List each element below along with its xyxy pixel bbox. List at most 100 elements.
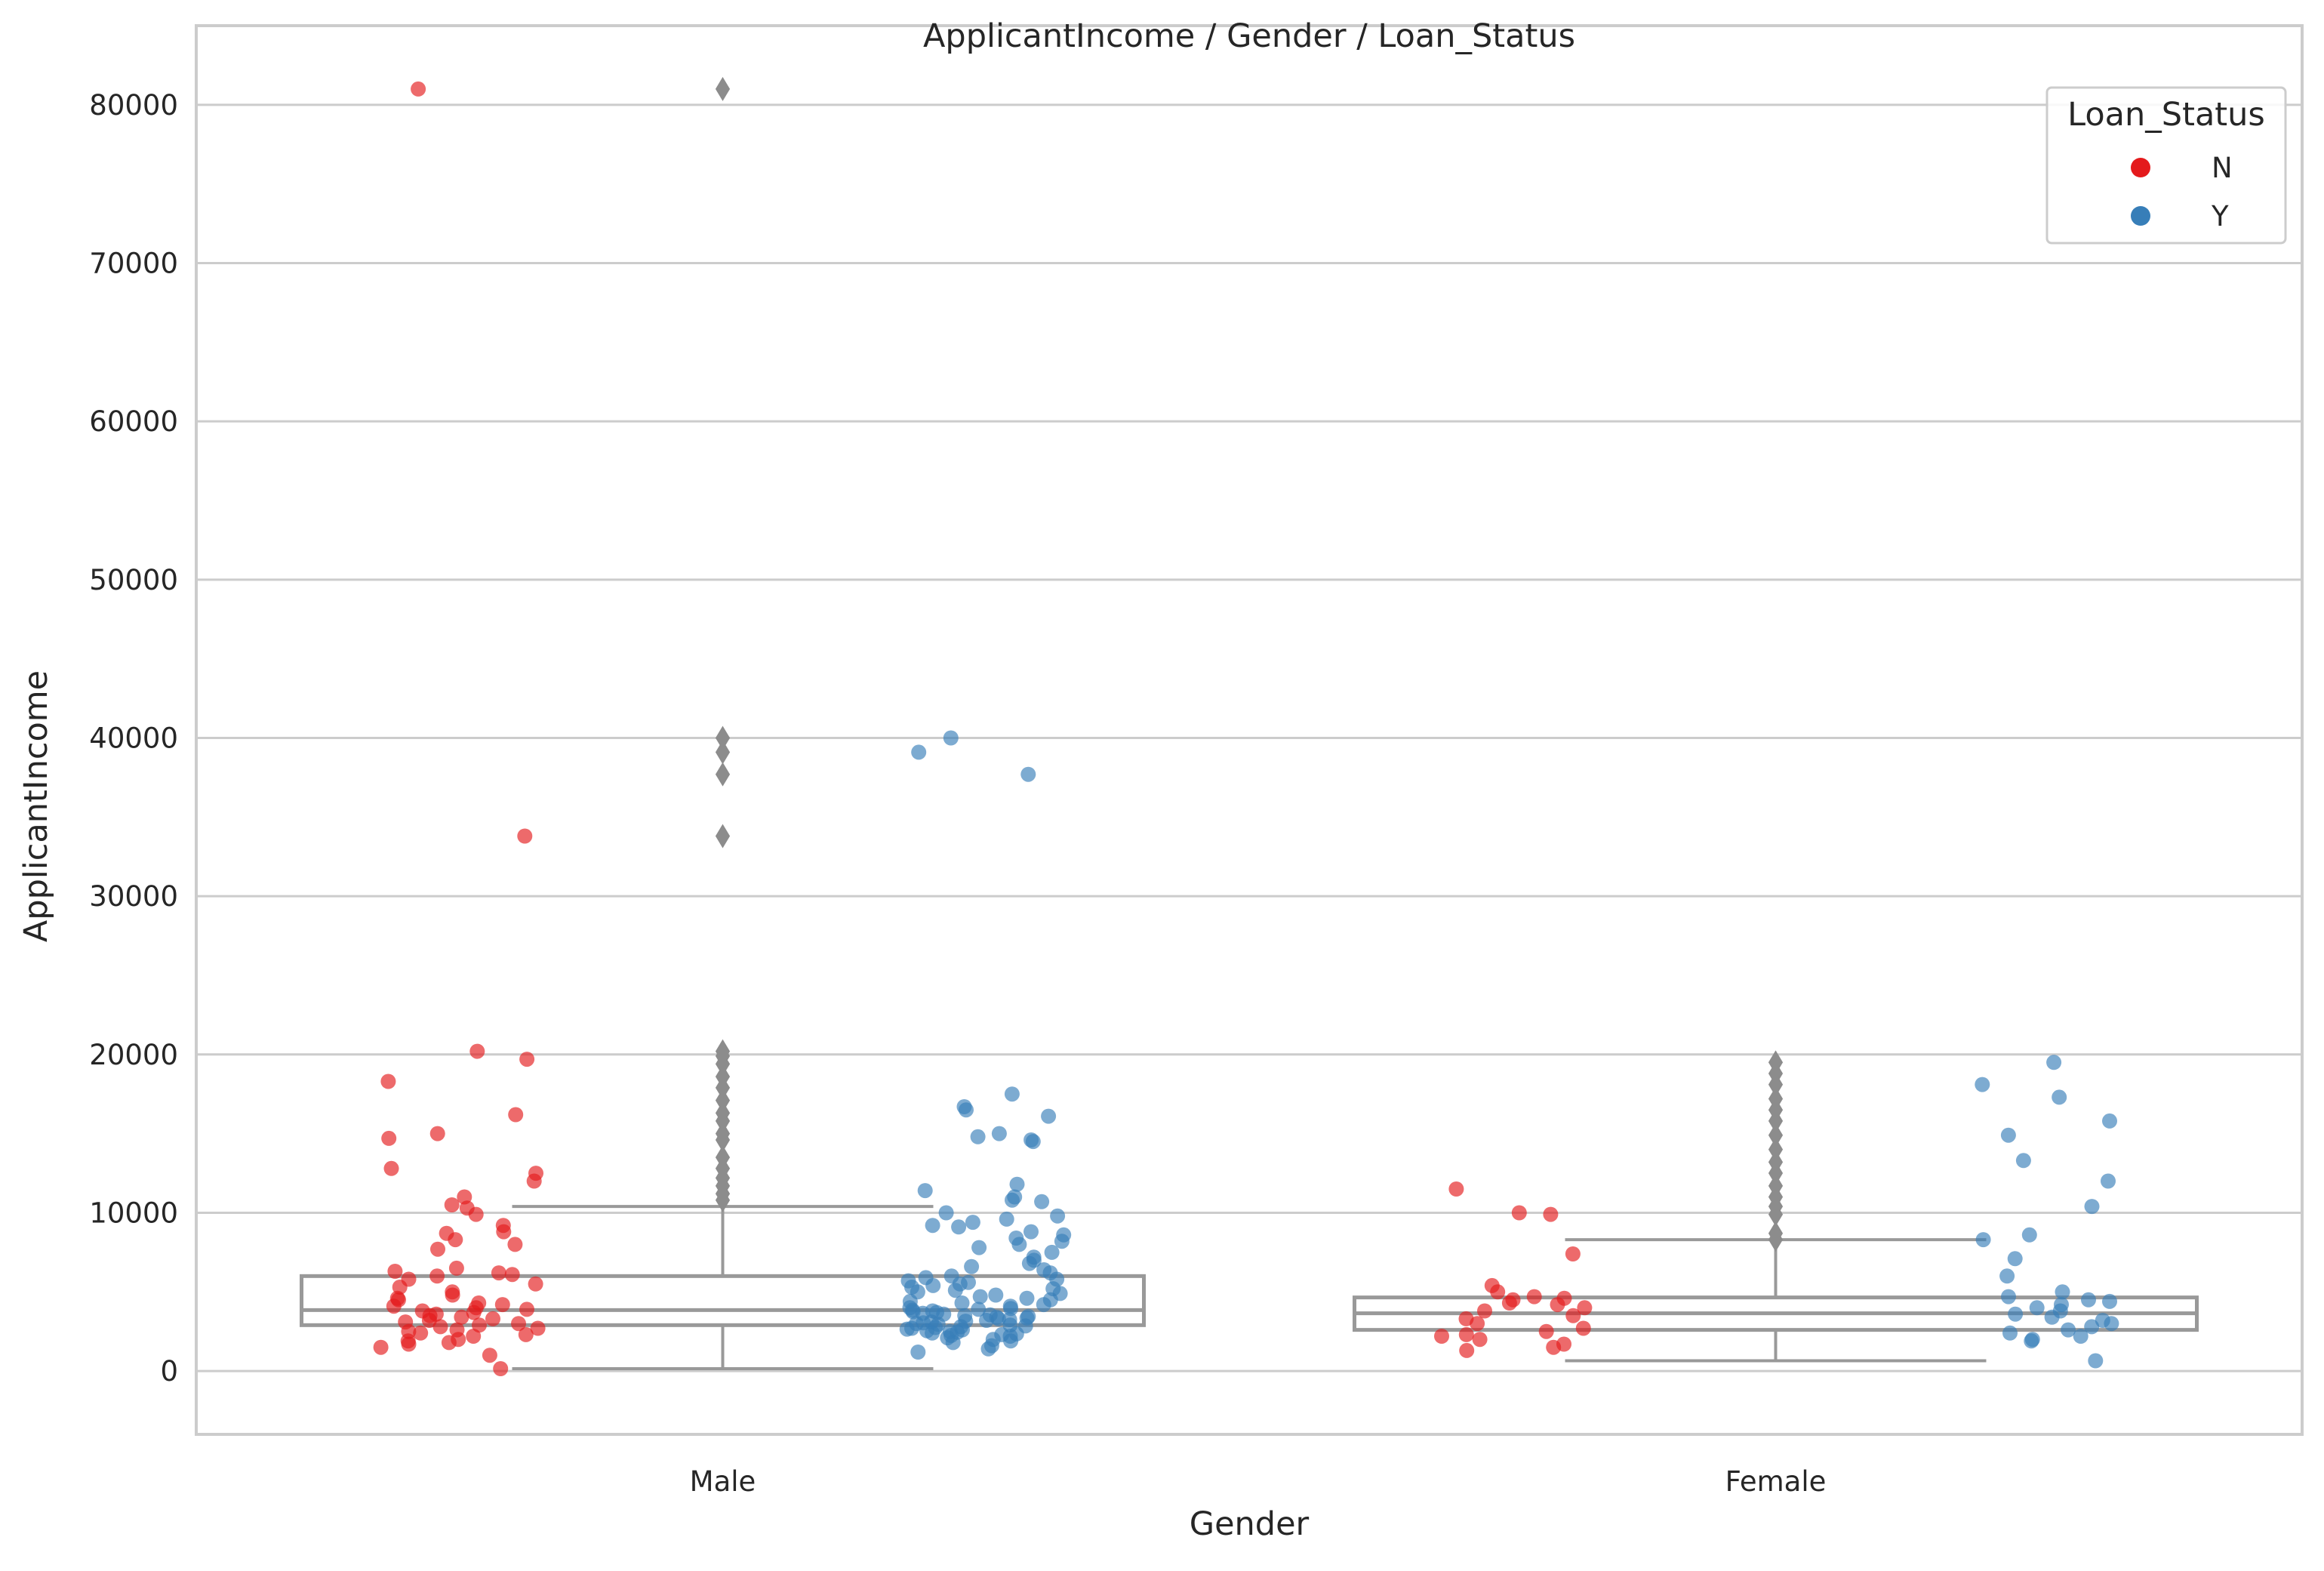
- box-outlier: [715, 76, 731, 101]
- strip-point-N: [1565, 1308, 1581, 1323]
- box-outlier: [1768, 1050, 1784, 1075]
- legend-label-Y: Y: [2211, 200, 2229, 233]
- strip-point-Y: [1023, 1224, 1039, 1240]
- boxplots: [300, 76, 2199, 1370]
- strip-point-N: [429, 1268, 445, 1284]
- strip-point-Y: [2055, 1284, 2070, 1300]
- strip-point-Y: [2001, 1289, 2016, 1305]
- strip-point-Y: [938, 1205, 954, 1221]
- strip-point-N: [1477, 1303, 1492, 1319]
- strip-point-Y: [1054, 1234, 1070, 1249]
- box-outlier: [715, 824, 731, 849]
- strip-point-N: [472, 1317, 487, 1333]
- y-tick-label: 60000: [89, 405, 178, 438]
- strip-point-Y: [1041, 1108, 1057, 1124]
- x-tick-label: Male: [690, 1465, 756, 1498]
- strip-point-N: [466, 1329, 482, 1344]
- strip-point-Y: [2021, 1227, 2037, 1243]
- strip-point-Y: [1034, 1194, 1050, 1209]
- y-tick-label: 30000: [89, 880, 178, 913]
- strip-point-Y: [972, 1289, 988, 1305]
- strip-point-N: [401, 1336, 417, 1352]
- legend: Loan_Status NY: [2045, 86, 2287, 245]
- y-tick-label: 50000: [89, 564, 178, 596]
- strip-point-N: [432, 1319, 448, 1335]
- strip-point-N: [413, 1325, 429, 1341]
- strip-point-N: [448, 1260, 464, 1276]
- strip-point-Y: [2101, 1173, 2116, 1189]
- strip-point-Y: [2102, 1113, 2117, 1129]
- box-outlier: [1768, 1137, 1784, 1162]
- strip-point-Y: [917, 1183, 933, 1199]
- box-outlier: [715, 1145, 731, 1170]
- box-outlier: [1768, 1150, 1784, 1175]
- strip-point-Y: [990, 1311, 1006, 1326]
- strip-point-N: [1543, 1206, 1559, 1222]
- strip-point-N: [469, 1043, 485, 1059]
- strip-point-N: [491, 1265, 506, 1281]
- chart-title: ApplicantIncome / Gender / Loan_Status: [923, 17, 1575, 55]
- box-outlier: [715, 1039, 731, 1064]
- strip-point-Y: [2044, 1309, 2060, 1325]
- strip-point-N: [421, 1313, 437, 1328]
- strip-point-Y: [1011, 1237, 1027, 1252]
- strip-point-N: [381, 1130, 397, 1146]
- strip-point-Y: [2061, 1322, 2076, 1338]
- strip-point-Y: [925, 1277, 941, 1293]
- strip-point-Y: [1004, 1086, 1020, 1102]
- strip-point-Y: [925, 1218, 940, 1234]
- box-outlier: [715, 1121, 731, 1146]
- strip-points: [373, 81, 2119, 1376]
- x-tick-label: Female: [1725, 1465, 1827, 1498]
- strip-point-N: [441, 1335, 457, 1351]
- strip-point-N: [517, 828, 533, 844]
- strip-point-Y: [2088, 1353, 2104, 1369]
- strip-point-Y: [1975, 1077, 1990, 1092]
- y-tick-label: 10000: [89, 1197, 178, 1229]
- strip-point-N: [429, 1126, 445, 1141]
- strip-point-N: [1448, 1181, 1464, 1197]
- strip-point-N: [528, 1276, 543, 1292]
- strip-point-Y: [964, 1258, 980, 1274]
- strip-point-Y: [911, 744, 927, 760]
- y-tick-label: 0: [160, 1355, 178, 1388]
- strip-point-Y: [2084, 1319, 2100, 1335]
- y-tick-label: 70000: [89, 247, 178, 279]
- strip-point-Y: [2000, 1127, 2016, 1143]
- strip-point-N: [1565, 1246, 1581, 1261]
- strip-point-Y: [1036, 1297, 1051, 1313]
- strip-point-Y: [943, 730, 959, 746]
- legend-box: [2045, 86, 2287, 245]
- strip-point-N: [1434, 1329, 1449, 1344]
- strip-point-N: [1459, 1342, 1475, 1358]
- strip-point-N: [466, 1305, 482, 1320]
- strip-point-N: [444, 1197, 460, 1212]
- strip-point-Y: [1025, 1134, 1041, 1150]
- strip-point-Y: [971, 1301, 987, 1317]
- strip-point-Y: [2007, 1251, 2023, 1267]
- strip-point-Y: [1050, 1208, 1066, 1224]
- box-outlier: [715, 1101, 731, 1126]
- strip-point-Y: [991, 1126, 1007, 1141]
- strip-point-Y: [971, 1240, 987, 1255]
- strip-point-N: [496, 1224, 512, 1240]
- strip-point-Y: [910, 1345, 926, 1360]
- strip-point-Y: [899, 1321, 915, 1337]
- legend-marker-Y: [2131, 206, 2150, 226]
- plot-frame: [195, 24, 2304, 1436]
- strip-point-N: [482, 1348, 497, 1363]
- strip-point-N: [1490, 1284, 1506, 1300]
- strip-point-N: [448, 1232, 463, 1248]
- strip-point-Y: [1019, 1290, 1035, 1306]
- strip-point-N: [411, 81, 426, 97]
- strip-point-Y: [1044, 1244, 1060, 1260]
- strip-point-Y: [999, 1211, 1014, 1227]
- strip-point-Y: [954, 1295, 970, 1311]
- box-outlier: [715, 740, 731, 765]
- strip-point-N: [380, 1074, 396, 1089]
- strip-point-N: [1501, 1295, 1517, 1311]
- strip-point-N: [511, 1316, 526, 1332]
- strip-point-Y: [2029, 1300, 2045, 1316]
- strip-point-N: [1538, 1323, 1554, 1339]
